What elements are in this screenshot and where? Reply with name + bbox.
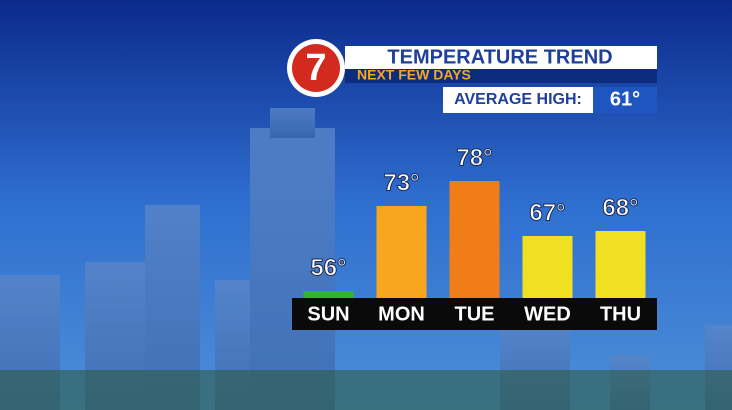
logo xyxy=(292,44,340,92)
bar xyxy=(522,236,573,298)
x-tick-label: TUE xyxy=(455,303,495,325)
bar xyxy=(595,231,646,298)
x-tick-label: WED xyxy=(524,303,571,325)
trees xyxy=(0,370,732,410)
subtitle-box xyxy=(345,69,657,83)
annotation-label-box xyxy=(443,87,593,113)
x-tick-label: THU xyxy=(600,303,641,325)
chart-subtitle: NEXT FEW DAYS xyxy=(357,67,471,83)
logo-text: 7 xyxy=(305,47,326,89)
x-tick-label: SUN xyxy=(307,303,349,325)
annotation-label: AVERAGE HIGH: xyxy=(454,91,582,108)
bar xyxy=(303,291,354,298)
chart-title: TEMPERATURE TREND xyxy=(387,46,612,68)
data-label: 67° xyxy=(529,199,565,226)
data-label: 68° xyxy=(602,194,638,221)
annotation-value-box xyxy=(593,87,657,113)
bar xyxy=(376,206,427,298)
data-label: 78° xyxy=(456,144,492,171)
category-strip xyxy=(292,298,657,330)
title-box xyxy=(345,46,657,69)
data-label: 56° xyxy=(310,254,346,281)
bar xyxy=(449,181,500,298)
x-tick-label: MON xyxy=(378,303,425,325)
data-label: 73° xyxy=(383,169,419,196)
annotation-value: 61° xyxy=(610,88,640,110)
